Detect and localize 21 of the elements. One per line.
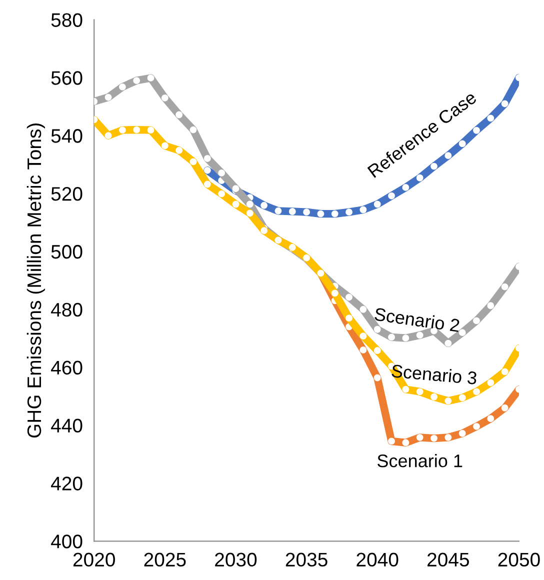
y-tick-label: 560 xyxy=(51,71,82,85)
y-tick-label: 420 xyxy=(51,476,82,490)
x-tick-label: 2040 xyxy=(356,552,398,567)
y-tick-label: 460 xyxy=(51,360,82,375)
series-label: Scenario 3 xyxy=(391,364,477,385)
y-tick-label: 440 xyxy=(51,418,82,433)
y-tick-label: 500 xyxy=(51,244,82,259)
y-tick-label: 580 xyxy=(51,13,82,27)
x-tick-label: 2045 xyxy=(428,552,469,567)
x-tick-label: 2035 xyxy=(286,552,328,567)
x-tick-label: 2030 xyxy=(215,552,257,567)
y-axis-title: GHG Emissions (Million Metric Tons) xyxy=(26,124,45,438)
y-tick-label: 540 xyxy=(51,129,82,143)
x-tick-label: 2025 xyxy=(144,552,186,567)
series-label: Scenario 1 xyxy=(378,454,462,468)
text: Scenario 2 xyxy=(374,307,460,332)
y-tick-label: 520 xyxy=(51,186,82,201)
x-tick-label: 2050 xyxy=(498,552,540,567)
y-tick-label: 400 xyxy=(51,534,82,548)
y-tick-label: 480 xyxy=(51,302,82,317)
x-tick-label: 2020 xyxy=(73,552,115,567)
